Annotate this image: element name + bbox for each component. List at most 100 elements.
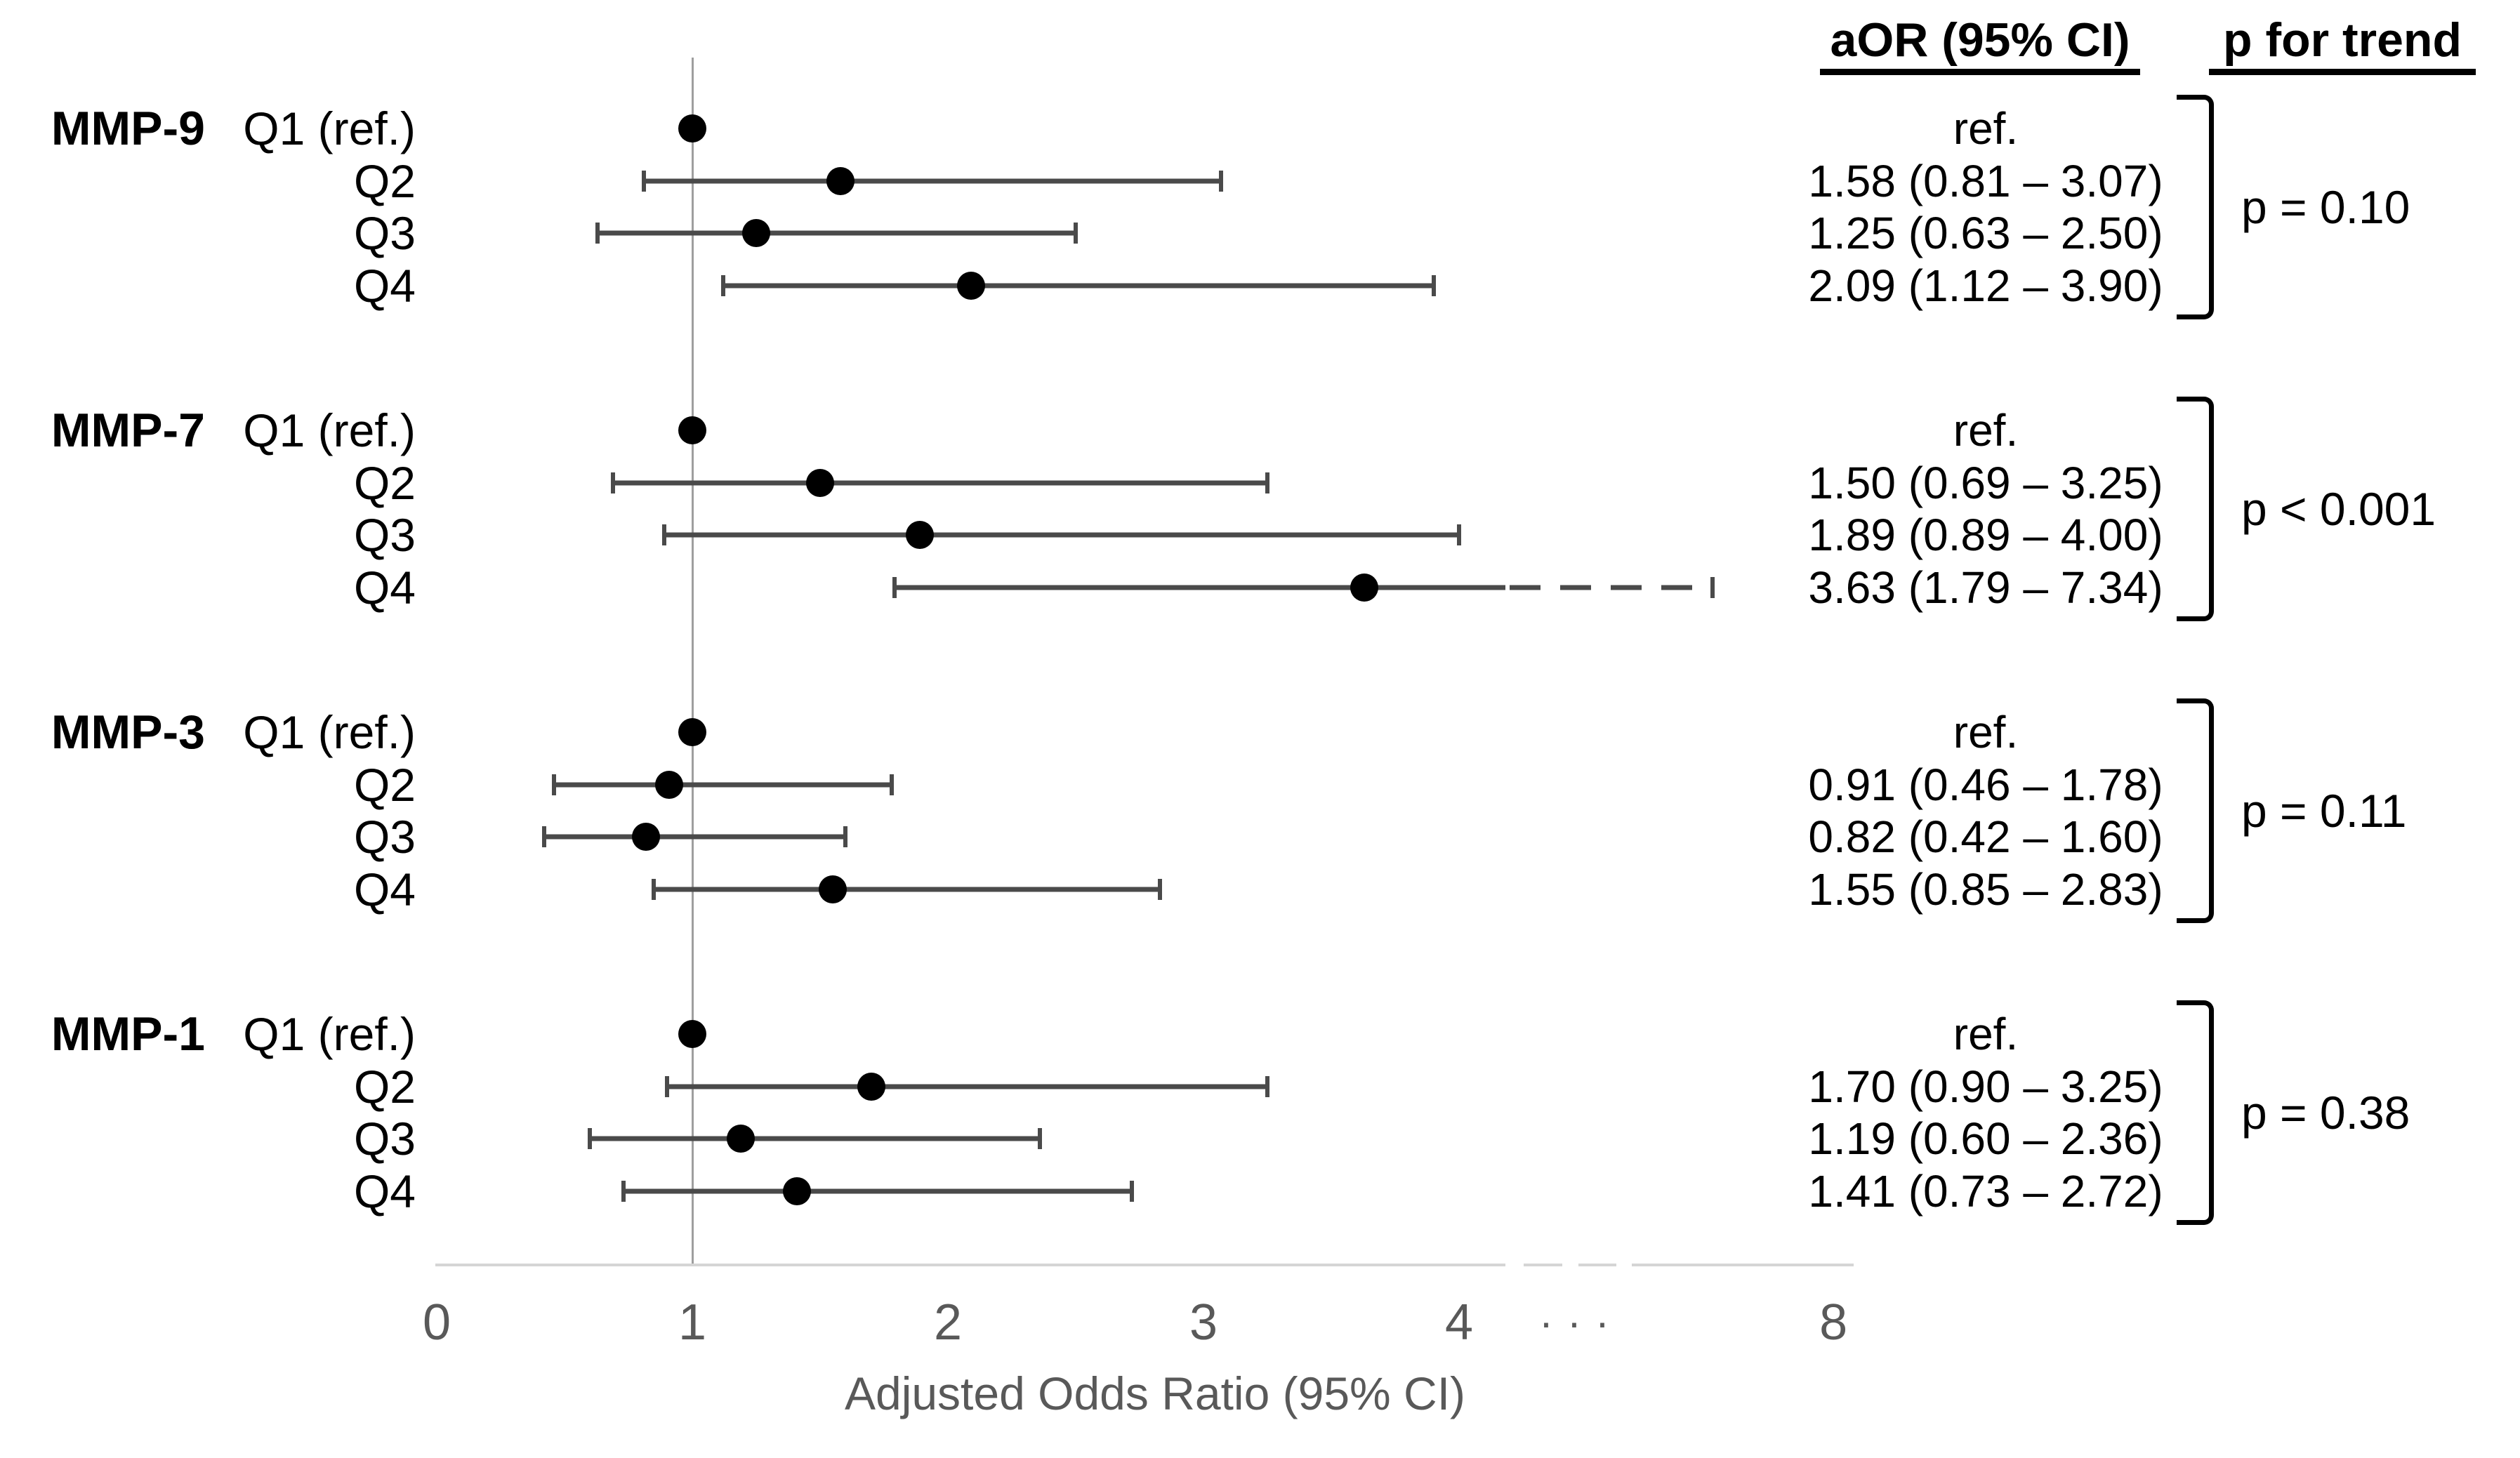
ci-cap-low bbox=[664, 1075, 669, 1097]
quartile-label: Q3 bbox=[353, 509, 416, 562]
group-label: MMP-9 bbox=[51, 102, 205, 155]
ci-line bbox=[723, 283, 1434, 289]
ci-cap-high bbox=[1074, 223, 1078, 244]
p-for-trend-value: p < 0.001 bbox=[2241, 483, 2436, 536]
quartile-label: Q1 (ref.) bbox=[243, 1008, 416, 1060]
or-dot bbox=[655, 770, 684, 799]
group-bracket bbox=[2177, 397, 2214, 622]
aor-value: 3.63 (1.79 – 7.34) bbox=[1808, 562, 2163, 614]
ci-cap-low bbox=[621, 1181, 626, 1202]
x-axis-line bbox=[1632, 1264, 1854, 1266]
ci-cap-low bbox=[661, 524, 666, 546]
aor-value: 0.82 (0.42 – 1.60) bbox=[1808, 811, 2163, 863]
ci-cap-high bbox=[1130, 1181, 1135, 1202]
group-bracket bbox=[2177, 95, 2214, 320]
ci-cap-high bbox=[1265, 1075, 1269, 1097]
quartile-label: Q1 (ref.) bbox=[243, 404, 416, 456]
aor-value: ref. bbox=[1953, 1009, 2019, 1059]
quartile-label: Q3 bbox=[353, 1113, 416, 1165]
or-dot bbox=[678, 416, 706, 444]
group-label: MMP-3 bbox=[51, 705, 205, 759]
or-dot bbox=[678, 114, 706, 143]
ci-cap-high bbox=[843, 826, 848, 848]
quartile-label: Q2 bbox=[353, 1060, 416, 1113]
or-dot bbox=[678, 1020, 706, 1048]
or-dot bbox=[819, 875, 847, 904]
x-axis-line bbox=[435, 1264, 1505, 1266]
or-dot bbox=[905, 521, 934, 550]
ci-cap-high bbox=[1265, 472, 1269, 493]
x-axis-tick-label: 8 bbox=[1819, 1294, 1848, 1351]
ci-line bbox=[894, 585, 1505, 590]
x-axis-tick-label: 1 bbox=[678, 1294, 707, 1351]
ci-cap-high bbox=[1457, 524, 1461, 546]
aor-value: ref. bbox=[1953, 103, 2019, 154]
quartile-label: Q4 bbox=[353, 1165, 416, 1218]
ci-line bbox=[666, 1084, 1267, 1089]
or-dot bbox=[632, 823, 661, 851]
p-for-trend-value: p = 0.10 bbox=[2241, 181, 2410, 234]
quartile-label: Q1 (ref.) bbox=[243, 706, 416, 758]
quartile-label: Q2 bbox=[353, 758, 416, 811]
aor-value: 1.55 (0.85 – 2.83) bbox=[1808, 864, 2163, 915]
group-bracket bbox=[2177, 1000, 2214, 1226]
x-axis-break-dash bbox=[1578, 1264, 1616, 1266]
quartile-label: Q4 bbox=[353, 260, 416, 312]
x-axis-break-dash bbox=[1524, 1264, 1562, 1266]
ci-cap-low bbox=[595, 223, 600, 244]
or-dot bbox=[783, 1177, 812, 1206]
aor-value: 1.19 (0.60 – 2.36) bbox=[1808, 1113, 2163, 1165]
aor-value: ref. bbox=[1953, 707, 2019, 757]
ci-line-dashed bbox=[1510, 585, 1713, 590]
ci-cap-high bbox=[1431, 275, 1436, 297]
or-dot bbox=[727, 1125, 756, 1153]
ci-line bbox=[664, 532, 1459, 538]
ci-cap-high bbox=[1219, 170, 1224, 192]
ci-cap-low bbox=[541, 826, 546, 848]
ci-line bbox=[623, 1188, 1133, 1194]
ci-line bbox=[598, 230, 1076, 236]
ci-cap-low bbox=[641, 170, 646, 192]
reference-line bbox=[691, 58, 694, 1264]
x-axis-break-label: ··· bbox=[1539, 1299, 1623, 1346]
or-dot bbox=[742, 219, 770, 248]
quartile-label: Q2 bbox=[353, 154, 416, 207]
x-axis-tick-label: 4 bbox=[1444, 1294, 1474, 1351]
group-bracket bbox=[2177, 698, 2214, 924]
ci-cap-low bbox=[588, 1128, 593, 1150]
ci-cap-high bbox=[1158, 879, 1163, 901]
aor-column-header: aOR (95% CI) bbox=[1820, 14, 2140, 75]
quartile-label: Q3 bbox=[353, 811, 416, 863]
or-dot bbox=[678, 718, 706, 746]
or-dot bbox=[857, 1072, 885, 1101]
x-axis-tick-label: 3 bbox=[1189, 1294, 1218, 1351]
group-label: MMP-7 bbox=[51, 404, 205, 457]
group-label: MMP-1 bbox=[51, 1007, 205, 1061]
p-for-trend-column-header: p for trend bbox=[2209, 14, 2476, 75]
x-axis-tick-label: 2 bbox=[933, 1294, 963, 1351]
p-for-trend-value: p = 0.38 bbox=[2241, 1087, 2410, 1139]
ci-line bbox=[554, 782, 892, 788]
ci-cap-low bbox=[892, 577, 897, 599]
aor-value: 1.89 (0.89 – 4.00) bbox=[1808, 510, 2163, 561]
or-dot bbox=[1350, 574, 1379, 602]
quartile-label: Q2 bbox=[353, 456, 416, 509]
aor-value: ref. bbox=[1953, 405, 2019, 456]
ci-line bbox=[590, 1136, 1041, 1141]
ci-cap-low bbox=[652, 879, 657, 901]
aor-value: 1.70 (0.90 – 3.25) bbox=[1808, 1061, 2163, 1112]
ci-cap-high bbox=[1710, 577, 1715, 599]
ci-cap-high bbox=[889, 774, 894, 795]
x-axis-tick-label: 0 bbox=[422, 1294, 451, 1351]
ci-cap-low bbox=[720, 275, 725, 297]
quartile-label: Q3 bbox=[353, 207, 416, 260]
or-dot bbox=[956, 272, 985, 300]
ci-line bbox=[654, 887, 1161, 892]
ci-line bbox=[613, 480, 1267, 486]
quartile-label: Q4 bbox=[353, 863, 416, 916]
quartile-label: Q4 bbox=[353, 562, 416, 614]
ci-cap-low bbox=[552, 774, 557, 795]
aor-value: 1.25 (0.63 – 2.50) bbox=[1808, 208, 2163, 259]
